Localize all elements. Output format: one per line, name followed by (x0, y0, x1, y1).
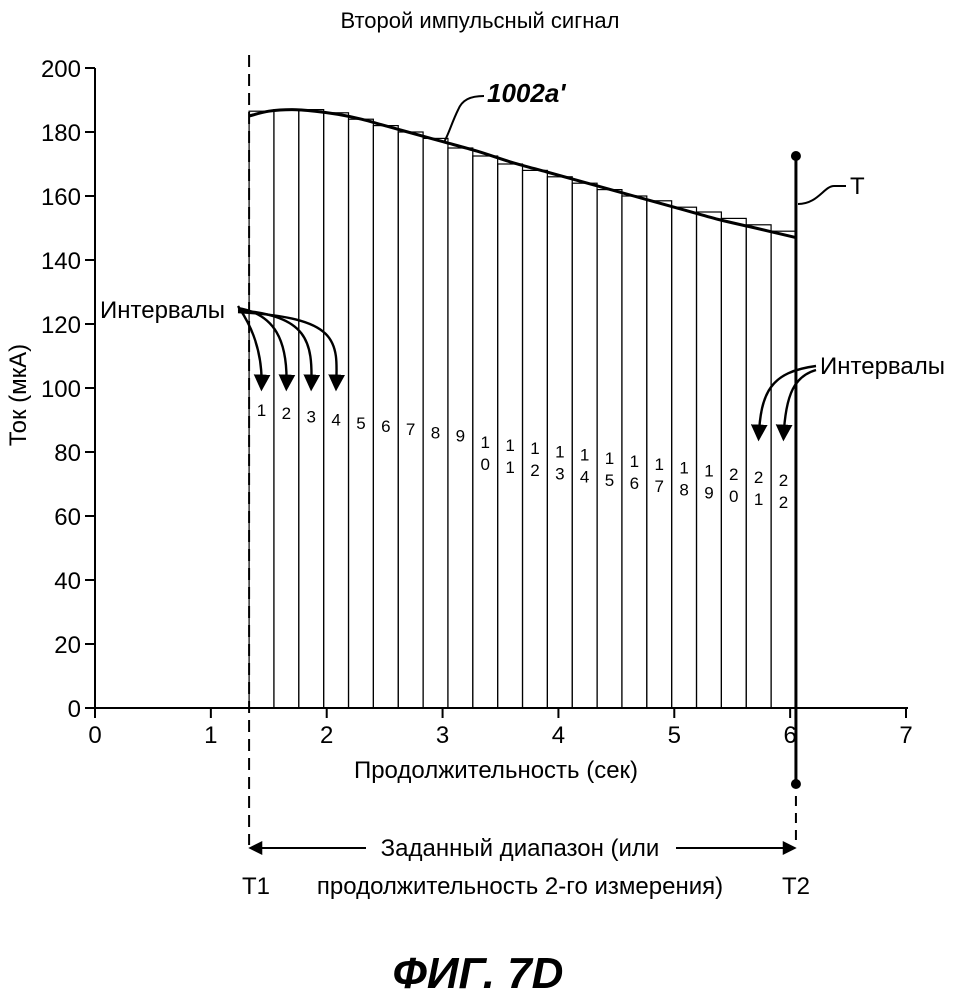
t-top-dot (791, 151, 801, 161)
interval-number-14: 14 (580, 446, 589, 487)
y-tick-label-140: 140 (41, 248, 81, 275)
interval-number-22: 22 (779, 471, 788, 512)
chart-title: Второй импульсный сигнал (341, 8, 620, 33)
x-tick-label-1: 1 (204, 722, 217, 749)
intervals-label-right: Интервалы (820, 353, 945, 380)
interval-number-3: 3 (306, 407, 315, 426)
interval-number-19: 19 (704, 462, 713, 503)
x-tick-label-7: 7 (899, 722, 912, 749)
range-label-line1: Заданный диапазон (или (381, 835, 660, 862)
interval-number-21: 21 (754, 468, 763, 509)
x-tick-label-5: 5 (668, 722, 681, 749)
interval-number-5: 5 (356, 414, 365, 433)
y-tick-label-0: 0 (68, 696, 81, 723)
x-tick-label-3: 3 (436, 722, 449, 749)
y-tick-label-160: 160 (41, 184, 81, 211)
y-tick-label-180: 180 (41, 120, 81, 147)
bar-interval-19 (697, 212, 722, 708)
y-tick-label-100: 100 (41, 376, 81, 403)
t-label: T (850, 173, 865, 200)
x-tick-label-4: 4 (552, 722, 565, 749)
bar-interval-21 (746, 225, 771, 708)
interval-number-12: 12 (530, 439, 539, 480)
range-label-line2: продолжительность 2-го измерения) (317, 873, 723, 900)
figure-label: ФИГ. 7D (393, 949, 564, 998)
y-tick-label-40: 40 (54, 568, 81, 595)
interval-number-4: 4 (331, 411, 340, 430)
interval-number-10: 10 (480, 433, 489, 474)
interval-number-20: 20 (729, 465, 738, 506)
interval-number-7: 7 (406, 420, 415, 439)
y-axis-label: Ток (мкА) (5, 344, 32, 446)
y-tick-label-120: 120 (41, 312, 81, 339)
y-tick-label-20: 20 (54, 632, 81, 659)
t-label-leader (798, 186, 846, 204)
curve-label: 1002a' (487, 78, 566, 108)
t-bottom-dot (791, 779, 801, 789)
intervals-arrow-right-2 (784, 370, 816, 438)
x-tick-label-0: 0 (88, 722, 101, 749)
y-tick-label-80: 80 (54, 440, 81, 467)
x-tick-label-6: 6 (783, 722, 796, 749)
intervals-label-left: Интервалы (100, 297, 225, 324)
bar-interval-22 (771, 231, 796, 708)
curve-label-leader (444, 96, 484, 142)
interval-number-11: 11 (505, 436, 514, 477)
interval-number-16: 16 (630, 452, 639, 493)
t2-label: T2 (782, 873, 810, 900)
interval-number-9: 9 (456, 427, 465, 446)
x-tick-label-2: 2 (320, 722, 333, 749)
interval-number-18: 18 (679, 458, 688, 499)
y-tick-label-60: 60 (54, 504, 81, 531)
interval-number-8: 8 (431, 423, 440, 442)
x-axis-label: Продолжительность (сек) (354, 757, 638, 784)
interval-number-2: 2 (282, 404, 291, 423)
interval-number-6: 6 (381, 417, 390, 436)
interval-number-13: 13 (555, 442, 564, 483)
t1-label: T1 (242, 873, 270, 900)
interval-number-15: 15 (605, 449, 614, 490)
interval-number-17: 17 (654, 455, 663, 496)
y-tick-label-200: 200 (41, 56, 81, 83)
bar-interval-20 (721, 218, 746, 708)
interval-number-1: 1 (257, 401, 266, 420)
